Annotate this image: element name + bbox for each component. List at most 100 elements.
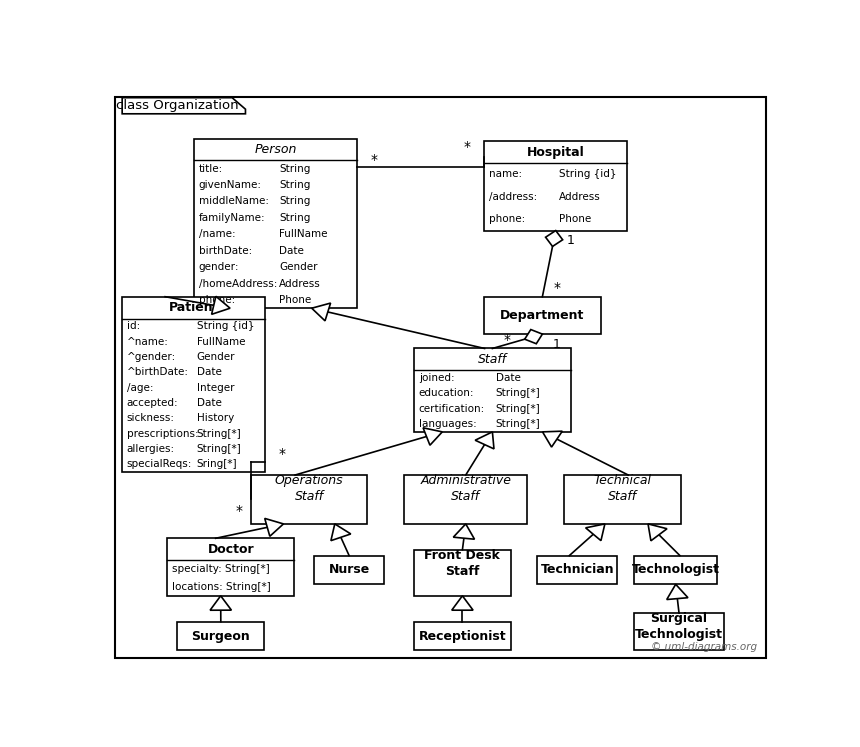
Text: Technician: Technician [541,563,614,577]
Text: Date: Date [197,368,222,377]
Text: String: String [279,180,310,190]
Text: /address:: /address: [488,192,537,202]
Text: middleName:: middleName: [199,196,269,206]
Text: specialReqs:: specialReqs: [126,459,192,469]
Text: id:: id: [126,321,140,331]
Text: Sring[*]: Sring[*] [197,459,237,469]
FancyBboxPatch shape [122,297,266,472]
Text: ^birthDate:: ^birthDate: [126,368,189,377]
Text: joined:: joined: [419,373,454,383]
Text: birthDate:: birthDate: [199,246,252,255]
Text: ^gender:: ^gender: [126,352,176,362]
Polygon shape [586,524,605,541]
Text: String[*]: String[*] [495,419,540,430]
FancyBboxPatch shape [177,622,264,651]
FancyBboxPatch shape [314,556,384,584]
Text: *: * [236,504,243,518]
Text: String[*]: String[*] [197,444,242,454]
Text: sickness:: sickness: [126,413,175,424]
Text: *: * [279,447,286,461]
Text: Nurse: Nurse [329,563,370,577]
Polygon shape [265,518,284,536]
Text: *: * [554,281,561,295]
Polygon shape [423,428,442,445]
Text: Administrative
Staff: Administrative Staff [421,474,511,503]
Text: prescriptions:: prescriptions: [126,429,199,438]
Text: phone:: phone: [199,295,235,305]
Text: String {id}: String {id} [559,170,616,179]
Text: © uml-diagrams.org: © uml-diagrams.org [651,642,758,652]
Text: accepted:: accepted: [126,398,179,408]
Text: String[*]: String[*] [197,429,242,438]
Text: String: String [279,196,310,206]
Text: String: String [279,164,310,173]
Text: ^name:: ^name: [126,337,169,347]
Text: Gender: Gender [197,352,235,362]
Text: Technologist: Technologist [632,563,720,577]
FancyBboxPatch shape [194,138,358,309]
Text: givenName:: givenName: [199,180,261,190]
FancyBboxPatch shape [634,556,717,584]
Text: Doctor: Doctor [207,543,254,556]
Text: title:: title: [199,164,223,173]
FancyBboxPatch shape [484,141,627,231]
Text: /age:: /age: [126,382,153,393]
Text: languages:: languages: [419,419,476,430]
Text: certification:: certification: [419,404,485,414]
Text: Date: Date [279,246,304,255]
Text: Address: Address [279,279,321,288]
Text: Hospital: Hospital [527,146,585,159]
FancyBboxPatch shape [538,556,617,584]
Text: Address: Address [559,192,600,202]
Polygon shape [525,329,543,344]
Text: *: * [504,333,511,347]
Text: FullName: FullName [197,337,245,347]
Text: allergies:: allergies: [126,444,175,454]
Polygon shape [545,231,562,247]
Polygon shape [210,596,231,610]
FancyBboxPatch shape [484,297,600,334]
Text: Person: Person [255,143,297,156]
Text: String: String [279,213,310,223]
Polygon shape [666,584,688,600]
Text: 1: 1 [553,338,561,351]
Text: 1: 1 [567,235,574,247]
Text: String {id}: String {id} [197,321,255,331]
FancyBboxPatch shape [404,475,527,524]
Text: Staff: Staff [478,353,507,366]
Polygon shape [122,98,245,114]
Text: Patient: Patient [169,301,219,314]
Polygon shape [452,596,473,610]
Text: Date: Date [495,373,520,383]
Text: *: * [464,140,471,154]
Text: specialty: String[*]: specialty: String[*] [172,564,270,574]
Polygon shape [331,524,351,541]
FancyBboxPatch shape [115,96,766,658]
FancyBboxPatch shape [251,475,367,524]
Text: /homeAddress:: /homeAddress: [199,279,277,288]
Text: *: * [371,153,378,167]
Polygon shape [543,431,562,447]
FancyBboxPatch shape [415,622,511,651]
Text: Gender: Gender [279,262,317,272]
Polygon shape [212,297,230,314]
Text: Receptionist: Receptionist [419,630,507,642]
Text: Front Desk
Staff: Front Desk Staff [425,549,501,578]
Text: Phone: Phone [559,214,591,224]
FancyBboxPatch shape [564,475,681,524]
Text: familyName:: familyName: [199,213,266,223]
Text: class Organization: class Organization [116,99,238,112]
FancyBboxPatch shape [415,550,511,596]
Text: Surgeon: Surgeon [192,630,250,642]
Text: Operations
Staff: Operations Staff [275,474,343,503]
FancyBboxPatch shape [634,613,724,651]
Text: Integer: Integer [197,382,234,393]
FancyBboxPatch shape [415,348,571,432]
Polygon shape [453,524,475,539]
Text: String[*]: String[*] [495,404,540,414]
Text: Department: Department [501,309,585,322]
Text: Date: Date [197,398,222,408]
Text: phone:: phone: [488,214,525,224]
Text: name:: name: [488,170,522,179]
Text: Technical
Staff: Technical Staff [593,474,651,503]
